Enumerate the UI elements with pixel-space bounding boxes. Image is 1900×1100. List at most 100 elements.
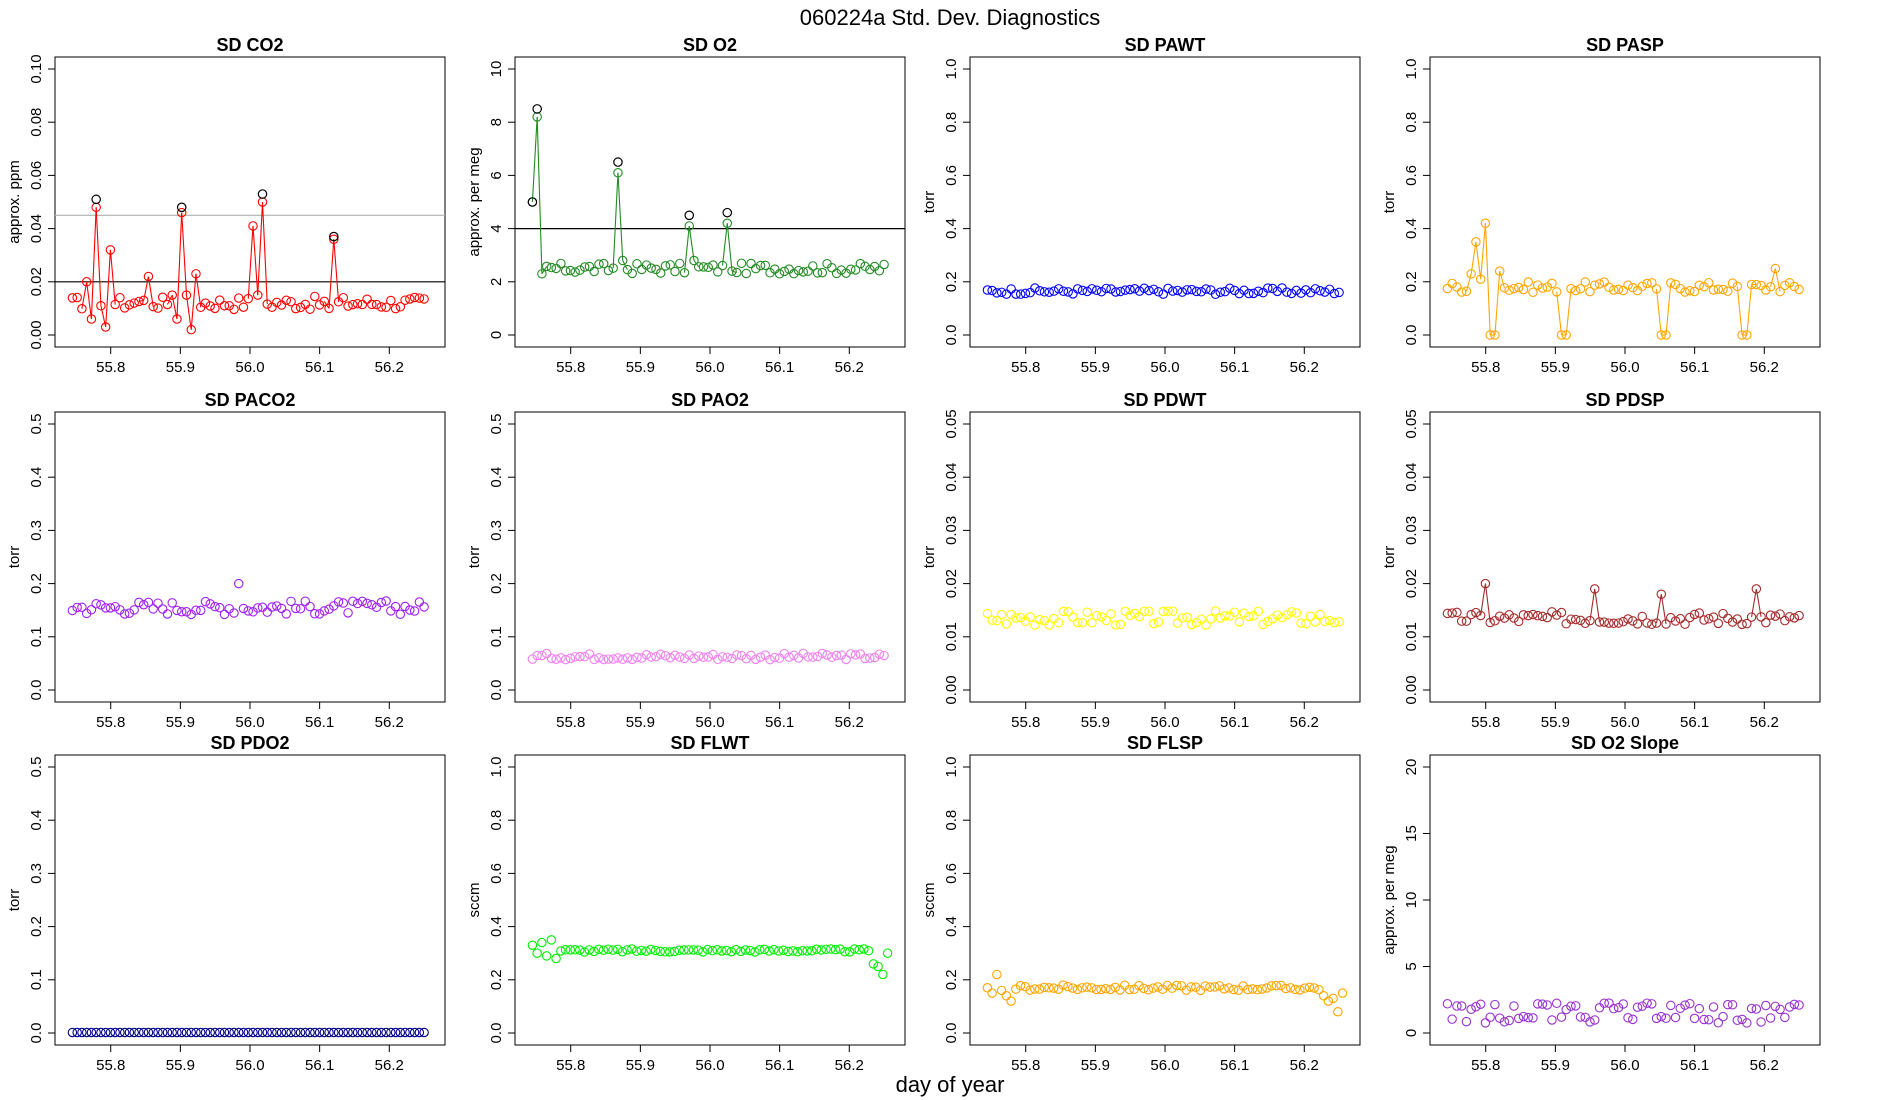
data-point bbox=[1091, 984, 1102, 995]
data-point bbox=[546, 653, 557, 664]
data-point bbox=[869, 652, 880, 663]
data-point bbox=[798, 267, 809, 277]
panel-title: SD FLSP bbox=[1127, 733, 1203, 753]
panel-title: SD PAWT bbox=[1125, 35, 1206, 55]
data-point bbox=[281, 1027, 292, 1038]
data-point bbox=[162, 299, 173, 310]
data-point bbox=[1680, 619, 1690, 629]
data-point bbox=[584, 649, 595, 659]
data-point bbox=[195, 605, 206, 616]
data-point bbox=[414, 597, 425, 607]
y-tick-label: 1.0 bbox=[943, 757, 960, 778]
data-point bbox=[219, 300, 230, 311]
data-point bbox=[1480, 218, 1491, 229]
data-point bbox=[1471, 1002, 1481, 1012]
data-point bbox=[627, 654, 637, 665]
data-point bbox=[1661, 1013, 1671, 1023]
series-segment bbox=[190, 273, 197, 330]
data-point bbox=[1191, 982, 1201, 992]
data-point bbox=[1547, 607, 1557, 617]
data-point bbox=[343, 608, 353, 618]
series-segment bbox=[1736, 286, 1743, 336]
x-tick-label: 55.9 bbox=[1541, 1057, 1570, 1074]
data-point bbox=[1238, 981, 1248, 991]
data-point bbox=[532, 650, 542, 661]
data-point bbox=[1049, 286, 1059, 296]
data-point bbox=[1528, 1013, 1538, 1023]
data-point bbox=[674, 652, 685, 662]
series-segment bbox=[252, 225, 259, 296]
data-point bbox=[357, 1027, 368, 1038]
data-point bbox=[219, 609, 230, 620]
data-point bbox=[214, 602, 225, 613]
data-point bbox=[1182, 285, 1192, 295]
data-point bbox=[1039, 982, 1049, 993]
data-point bbox=[172, 605, 182, 616]
data-point bbox=[560, 944, 571, 955]
data-point bbox=[1575, 615, 1586, 626]
data-point bbox=[1442, 999, 1453, 1009]
data-point bbox=[769, 944, 779, 955]
data-point bbox=[1647, 619, 1657, 630]
data-point bbox=[1570, 285, 1581, 296]
data-point bbox=[732, 650, 742, 660]
data-point bbox=[1209, 982, 1220, 992]
data-point bbox=[1718, 1011, 1728, 1022]
data-point bbox=[148, 1027, 158, 1038]
data-point bbox=[1452, 282, 1462, 292]
series-segment bbox=[185, 295, 192, 330]
data-point bbox=[1309, 983, 1319, 993]
data-point bbox=[1110, 620, 1121, 630]
x-tick-label: 56.1 bbox=[1680, 359, 1709, 376]
data-point bbox=[1163, 283, 1173, 294]
data-point bbox=[219, 1027, 230, 1038]
data-point bbox=[1456, 1001, 1467, 1011]
data-point bbox=[1120, 285, 1130, 295]
x-tick-label: 56.2 bbox=[1750, 714, 1779, 731]
data-point bbox=[1466, 609, 1476, 620]
data-point bbox=[722, 652, 733, 663]
data-point bbox=[584, 945, 594, 955]
data-point bbox=[860, 653, 870, 664]
data-point bbox=[1708, 285, 1719, 295]
data-point bbox=[584, 261, 595, 272]
y-axis-label: torr bbox=[6, 546, 23, 569]
data-point bbox=[77, 602, 87, 613]
series-segment bbox=[109, 249, 116, 305]
data-point bbox=[1737, 619, 1747, 630]
y-tick-label: 5 bbox=[1403, 962, 1420, 970]
series-segment bbox=[147, 276, 154, 307]
x-tick-label: 56.0 bbox=[695, 1057, 724, 1074]
data-point bbox=[1651, 1013, 1662, 1024]
plot-frame bbox=[54, 411, 446, 703]
y-tick-label: 0.4 bbox=[943, 916, 960, 937]
data-point bbox=[831, 650, 842, 661]
x-tick-label: 56.2 bbox=[375, 1057, 404, 1074]
data-point bbox=[660, 947, 670, 957]
data-point bbox=[755, 652, 766, 662]
data-point bbox=[181, 1027, 192, 1038]
data-point bbox=[760, 260, 771, 271]
y-tick-label: 0.03 bbox=[1403, 516, 1420, 545]
y-tick-label: 0.6 bbox=[488, 863, 505, 884]
data-point bbox=[1224, 983, 1234, 993]
y-tick-label: 0.2 bbox=[1403, 271, 1420, 292]
y-axis-label: approx. per meg bbox=[466, 147, 483, 256]
data-point bbox=[1295, 985, 1305, 995]
data-point bbox=[1253, 606, 1264, 617]
data-point bbox=[352, 598, 363, 609]
y-tick-label: 0.02 bbox=[943, 569, 960, 598]
data-point bbox=[1058, 980, 1068, 990]
data-point bbox=[1077, 618, 1088, 628]
plot-frame bbox=[969, 411, 1361, 703]
data-point bbox=[1291, 608, 1302, 618]
data-point bbox=[153, 598, 163, 608]
y-tick-label: 0.0 bbox=[488, 680, 505, 701]
x-tick-label: 56.2 bbox=[1750, 1057, 1779, 1074]
data-point bbox=[1324, 615, 1335, 626]
data-point bbox=[138, 295, 149, 306]
data-point bbox=[636, 264, 647, 275]
data-point bbox=[689, 653, 699, 664]
data-point bbox=[1277, 612, 1287, 623]
data-point bbox=[1253, 286, 1264, 297]
